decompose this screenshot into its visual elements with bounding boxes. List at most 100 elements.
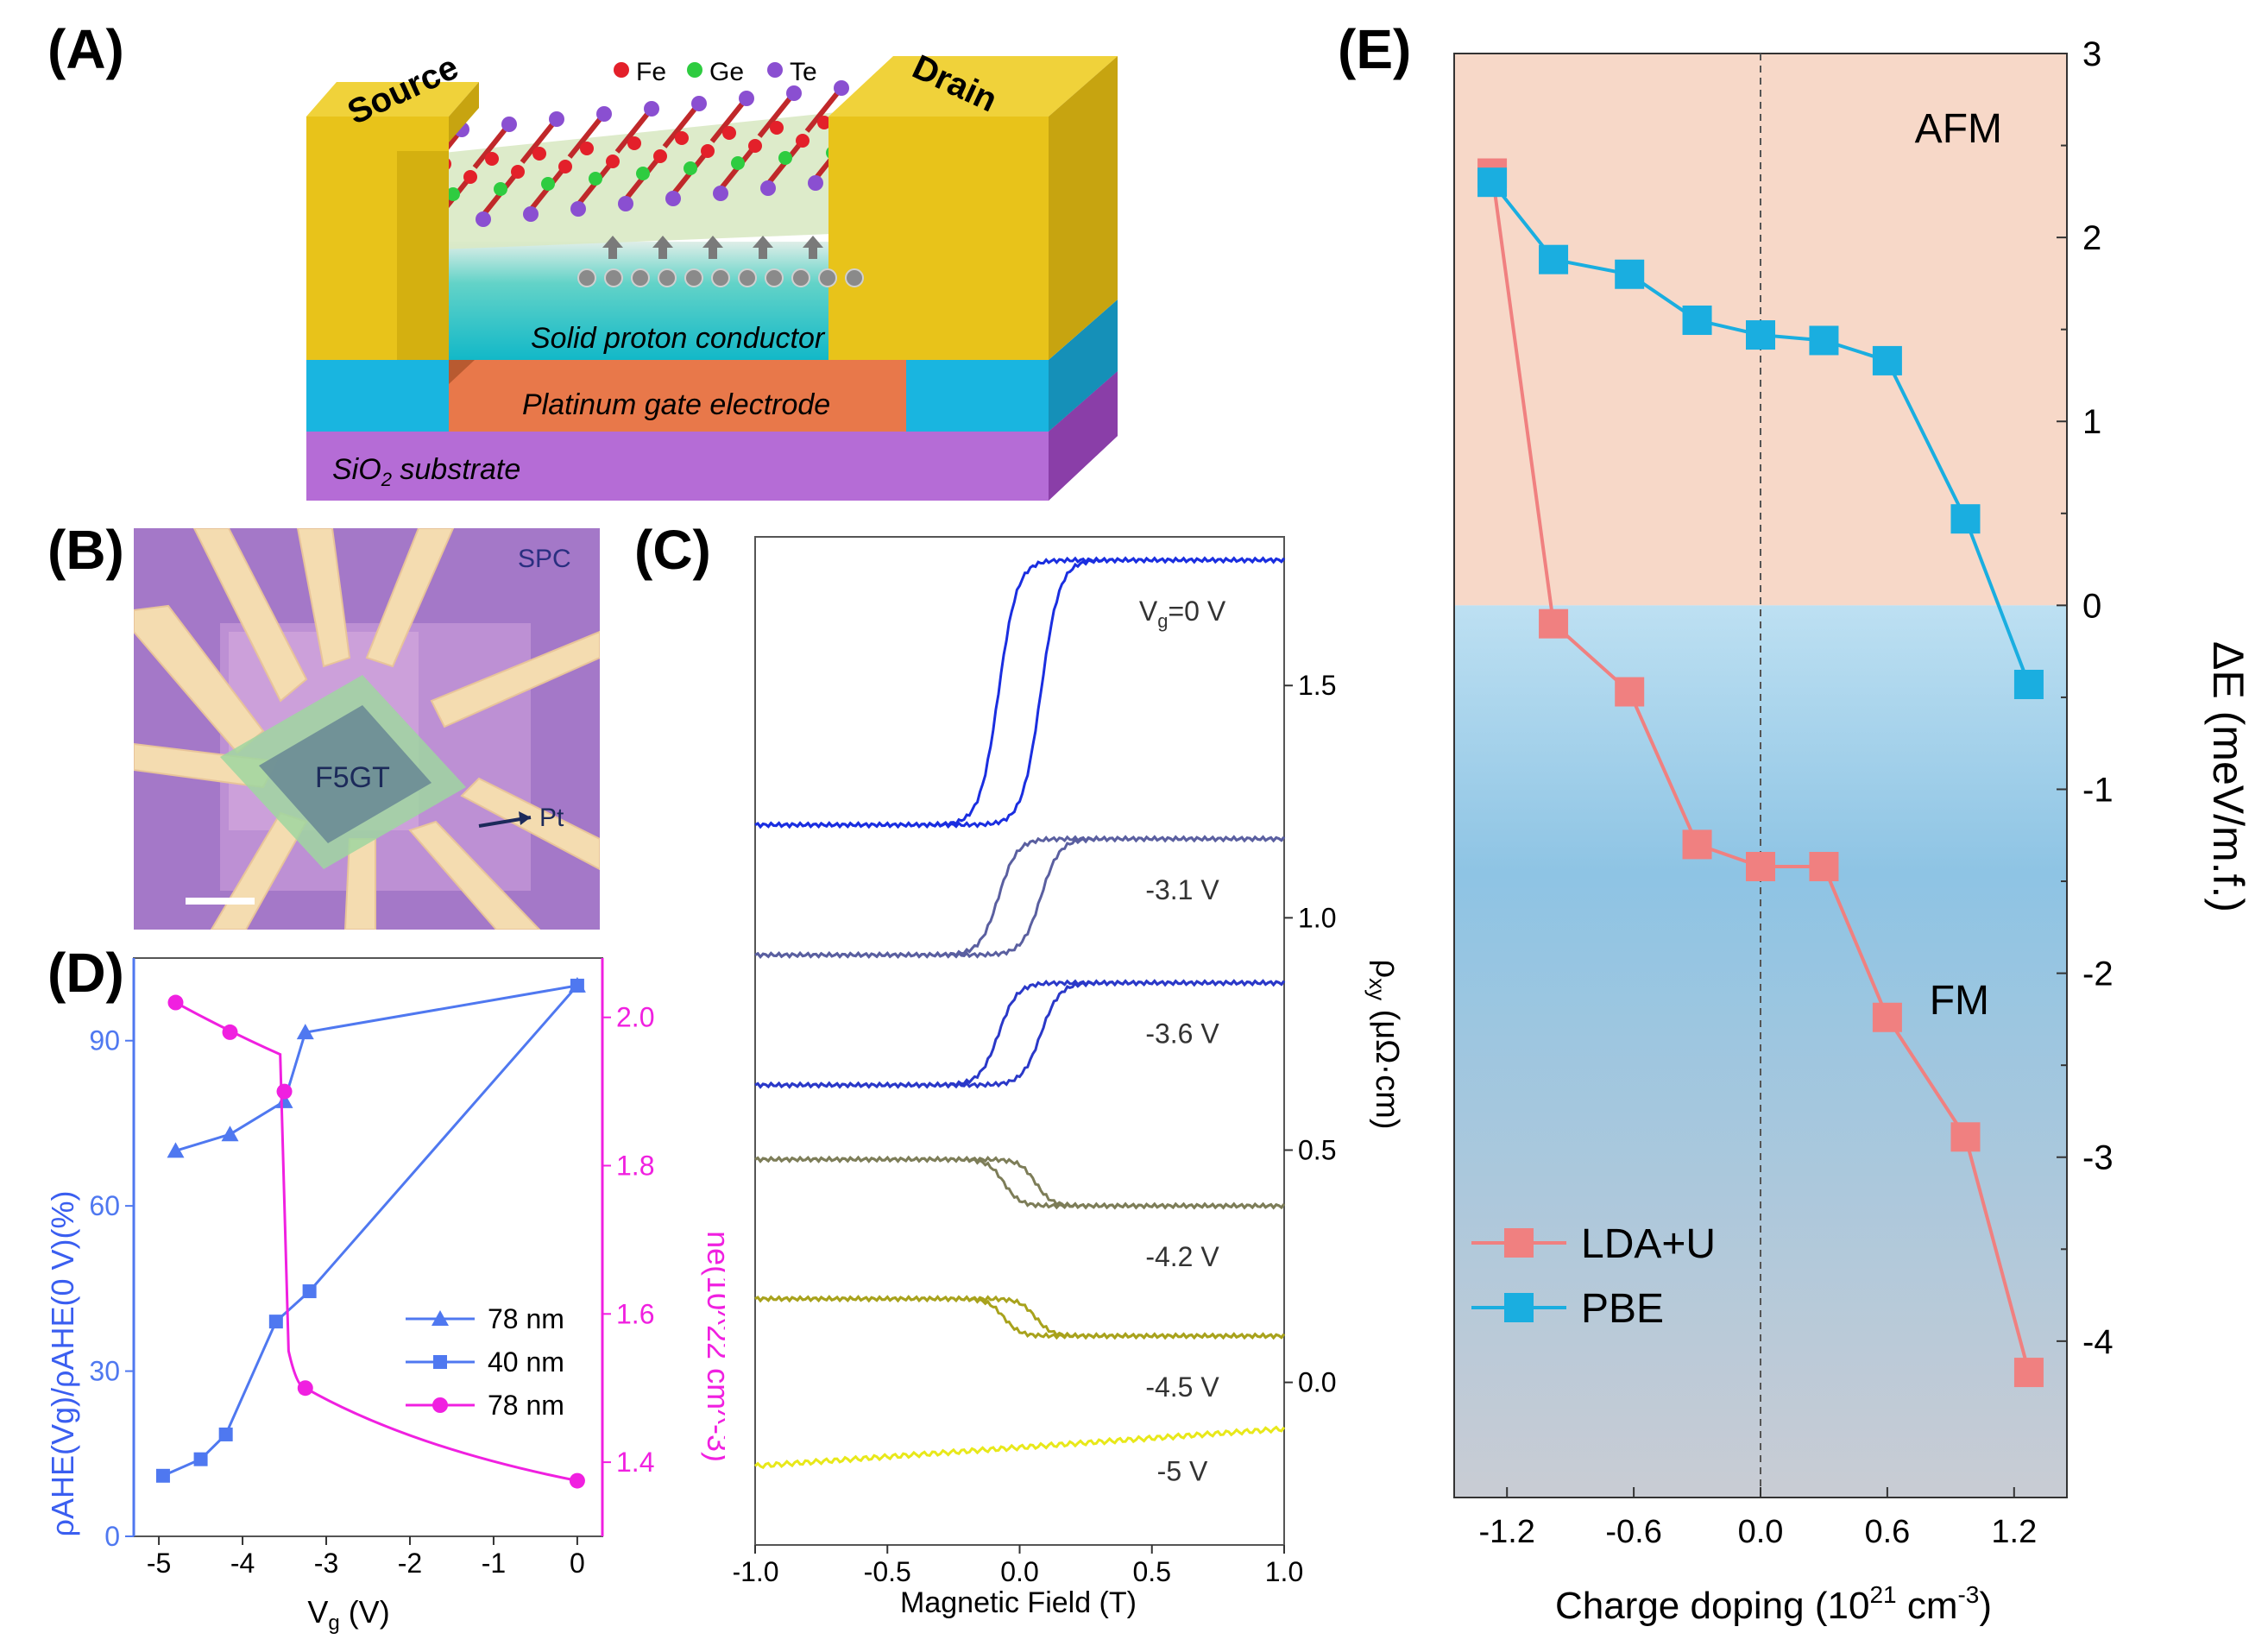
chart-e-legend-label: PBE xyxy=(1581,1286,1664,1332)
proton xyxy=(658,268,677,287)
lattice-bond xyxy=(472,123,512,169)
chart-e-point-0 xyxy=(1615,677,1645,707)
chart-e-point-1 xyxy=(2013,670,2044,700)
fe-atom xyxy=(796,134,810,148)
te-atom xyxy=(786,85,802,101)
chart-d-ytick-right-label: 1.4 xyxy=(616,1447,654,1478)
te-atom xyxy=(691,96,707,111)
fe-atom xyxy=(511,165,525,179)
conductor-label: Solid proton conductor xyxy=(531,322,826,355)
te-atom xyxy=(665,191,681,206)
chart-e-legend-label: LDA+U xyxy=(1581,1221,1716,1267)
gate-label: Platinum gate electrode xyxy=(522,388,830,421)
chart-d-point-square xyxy=(268,1315,283,1329)
proton-arrow xyxy=(803,236,823,259)
chart-d-xtick-label: -5 xyxy=(147,1548,171,1579)
proton-arrow xyxy=(602,236,623,259)
afm-label: AFM xyxy=(1915,106,2002,152)
fe-atom xyxy=(817,116,831,129)
chart-c-curve-up-5 xyxy=(753,1425,1286,1470)
chart-d: -5 -4 -3 -2 -1 0 0 30 60 90 1.4 1.6 1.8 2.0 78 nm 40 nm… xyxy=(45,957,654,1635)
proton xyxy=(711,268,730,287)
chart-e-point-1 xyxy=(1950,504,1981,534)
fe-atom xyxy=(463,170,477,184)
ge-atom xyxy=(494,182,507,196)
proton-arrow xyxy=(702,236,723,259)
chart-e-point-0 xyxy=(2013,1358,2044,1388)
chart-e-point-0 xyxy=(1872,1002,1902,1032)
chart-c: -1.0 -0.5 0.0 0.5 1.0 0.0 0.5 1.0 1.5 Vg=0 V -3.1 … xyxy=(734,536,1405,1619)
chart-e-point-0 xyxy=(1950,1122,1981,1152)
chart-d-legend-marker xyxy=(433,1355,447,1369)
chart-c-curve-down-4 xyxy=(754,1295,1286,1340)
lattice-bond xyxy=(757,91,797,138)
proton xyxy=(684,268,703,287)
te-atom xyxy=(644,101,659,117)
lattice-bond xyxy=(567,112,607,159)
proton xyxy=(818,268,837,287)
chart-d-ylabel-right-svg: ne(10^22 cm^-3) xyxy=(701,1231,736,1462)
proton xyxy=(604,268,623,287)
chart-c-xtick-label: 0.5 xyxy=(1133,1556,1171,1587)
chart-d-point-square xyxy=(302,1284,317,1299)
f5gt-flake xyxy=(259,705,432,843)
proton xyxy=(765,268,784,287)
chart-e-ytick-label: -4 xyxy=(2082,1323,2114,1361)
device-micrograph: SPC F5GT Pt xyxy=(134,528,600,930)
proton-row xyxy=(577,236,864,287)
chart-d-point-triangle xyxy=(275,1092,293,1108)
chart-c-curve-down-0 xyxy=(754,556,1286,829)
ge-atom xyxy=(636,167,650,180)
chart-d-legend-marker xyxy=(432,1397,448,1413)
chart-c-ytick-label: 1.5 xyxy=(1298,670,1336,701)
proton xyxy=(791,268,810,287)
svg-text:ΔE (meV/m.f.): ΔE (meV/m.f.) xyxy=(2204,641,2249,912)
fe-atom xyxy=(532,147,546,161)
chart-d-xtick-label: 0 xyxy=(570,1548,585,1579)
panel-label-d: (D) xyxy=(47,942,124,1004)
chart-c-series-label: -4.2 V xyxy=(1145,1241,1219,1272)
spc-label: SPC xyxy=(518,545,571,573)
chart-d-legend-label: 40 nm xyxy=(488,1346,564,1378)
chart-c-ytick-label: 0.0 xyxy=(1298,1367,1336,1398)
chart-e-ytick-label: -3 xyxy=(2082,1139,2114,1177)
ge-legend-dot xyxy=(687,62,702,78)
chart-d-point-square xyxy=(570,978,584,993)
proton xyxy=(738,268,757,287)
chart-e-point-0 xyxy=(1682,829,1712,860)
pt-label: Pt xyxy=(539,804,564,832)
chart-d-point-circle xyxy=(569,1472,585,1489)
proton xyxy=(577,268,596,287)
chart-d-point-triangle xyxy=(296,1024,314,1040)
ge-atom xyxy=(684,161,697,175)
lattice-bond xyxy=(709,97,749,143)
substrate-label: SiO2 substrate xyxy=(332,453,520,490)
fe-atom xyxy=(748,139,762,153)
ge-atom xyxy=(731,156,745,170)
device-schematic: Source Drain Fe Ge Te Solid proton condu… xyxy=(306,47,1118,501)
chart-d-point-triangle xyxy=(221,1126,239,1142)
chart-d-ytick-left-label: 0 xyxy=(104,1521,120,1552)
te-atom xyxy=(618,196,633,211)
te-atom xyxy=(739,91,754,106)
chart-e-point-0 xyxy=(1809,851,1839,881)
ge-legend-label: Ge xyxy=(709,58,744,86)
te-legend-label: Te xyxy=(790,58,817,86)
fe-legend-label: Fe xyxy=(636,58,666,86)
te-atom xyxy=(549,111,564,127)
proton xyxy=(631,268,650,287)
chart-d-xtick-label: -1 xyxy=(482,1548,506,1579)
fm-label: FM xyxy=(1930,978,1989,1024)
atom-legend: Fe Ge Te xyxy=(614,58,817,86)
chart-d-point-circle xyxy=(167,994,184,1011)
chart-d-point-square xyxy=(193,1452,208,1466)
te-atom xyxy=(523,206,539,222)
chart-d-ytick-left-label: 60 xyxy=(89,1190,120,1221)
chart-e-xlabel: Charge doping (1021 cm-3) xyxy=(1555,1581,1992,1627)
gate-electrode xyxy=(449,360,906,432)
chart-d-point-circle xyxy=(222,1024,238,1040)
chart-c-xtick-label: -0.5 xyxy=(864,1556,911,1587)
proton-arrow xyxy=(753,236,773,259)
substrate-layer xyxy=(306,432,1049,501)
chart-e-xtick-label: 1.2 xyxy=(1991,1514,2037,1550)
